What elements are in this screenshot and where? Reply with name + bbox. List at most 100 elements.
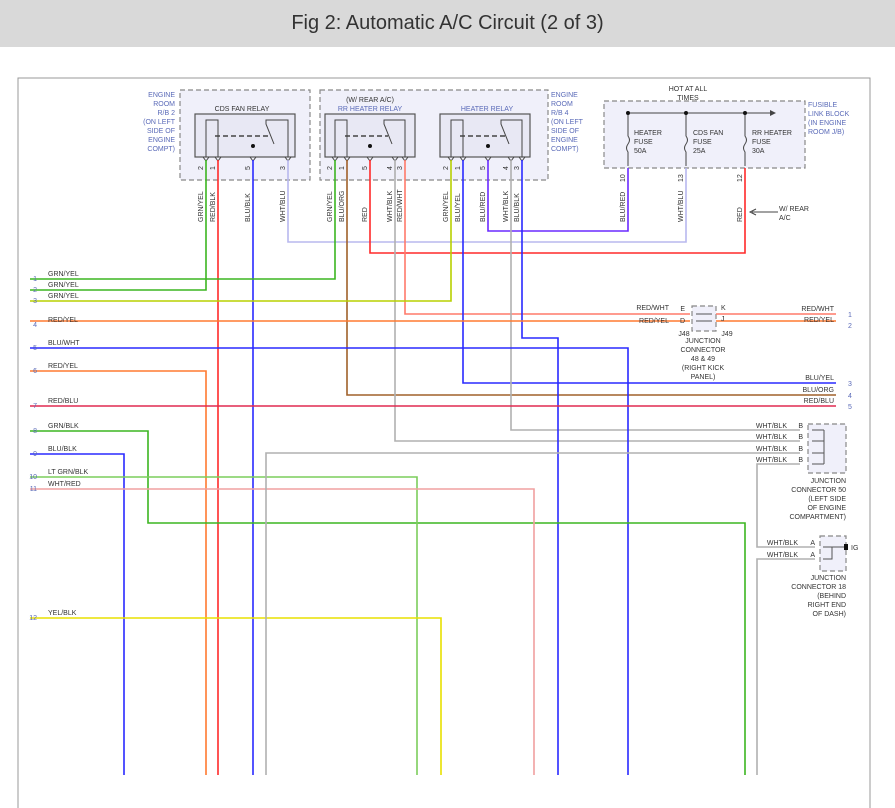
- wire-label: BLU/YEL: [455, 193, 462, 222]
- pin-letter: K: [721, 305, 726, 312]
- wire-label: RED: [362, 207, 369, 222]
- right-wire-number: 4: [848, 393, 852, 400]
- wire-yelgrn: [30, 160, 452, 302]
- wire-label: RED/WHT: [397, 189, 404, 222]
- pin-number: 5: [245, 166, 252, 170]
- fusible-link-block-label: LINK BLOCK: [808, 111, 850, 118]
- cds-fan-relay-title: CDS FAN RELAY: [215, 106, 270, 113]
- junction-dot: [626, 111, 630, 115]
- pin-number: 4: [503, 166, 510, 170]
- junction-connector-18: [819, 535, 847, 572]
- right-wire-label: BLU/ORG: [802, 387, 834, 394]
- cds-fan-relay-coil: [205, 119, 219, 157]
- pin-letter: B: [798, 446, 803, 453]
- jc50-label: COMPARTMENT): [789, 514, 846, 521]
- heater-relay-switch: [500, 119, 523, 157]
- pin-letter: A: [810, 552, 815, 559]
- junction-connector-50: [807, 423, 847, 474]
- fuse-label: FUSE: [752, 139, 771, 146]
- wire-label: WHT/BLK: [756, 446, 787, 453]
- heater-relay-location: SIDE OF: [551, 128, 579, 135]
- cds-fan-relay-contact: [251, 144, 255, 148]
- right-wire-number: 3: [848, 381, 852, 388]
- wire-blue: [462, 160, 836, 384]
- left-wire-label: GRN/BLK: [48, 423, 79, 430]
- left-wire-number: 5: [33, 345, 37, 352]
- rr-heater-relay-note: (W/ REAR A/C): [346, 97, 394, 104]
- wire-gray: [510, 160, 800, 431]
- left-wire-number: 3: [33, 298, 37, 305]
- pin-number: 2: [443, 166, 450, 170]
- right-wire-label: BLU/YEL: [805, 375, 834, 382]
- heater-relay-location: ROOM: [551, 101, 573, 108]
- wire-salmon: [404, 160, 690, 315]
- pin-number: 1: [339, 166, 346, 170]
- pin-number: 1: [455, 166, 462, 170]
- junction-dot: [684, 111, 688, 115]
- left-wire-label: GRN/YEL: [48, 293, 79, 300]
- arrow-icon: [748, 208, 778, 216]
- wire-lavender: [287, 160, 687, 243]
- fuse-icon: [626, 113, 630, 166]
- wire-yellow: [30, 617, 442, 775]
- wire-label: GRN/YEL: [443, 191, 450, 222]
- wire-label: WHT/BLK: [756, 457, 787, 464]
- fuse-label: CDS FAN: [693, 130, 723, 137]
- wire-label: WHT/BLK: [756, 423, 787, 430]
- diagram-frame: [17, 77, 871, 808]
- left-wire-number: 12: [29, 615, 37, 622]
- heater-relay-location: ENGINE: [551, 137, 578, 144]
- fuse-label: FUSE: [693, 139, 712, 146]
- fuse-icon: [684, 113, 688, 166]
- pin-letter: D: [680, 318, 685, 325]
- jc18-label: OF DASH): [813, 611, 846, 618]
- cds-fan-relay-location: (ON LEFT: [143, 119, 176, 126]
- pin-number: 5: [362, 166, 369, 170]
- junction-dot: [743, 111, 747, 115]
- heater-relay-location: ENGINE: [551, 92, 578, 99]
- fuse-label: RR HEATER: [752, 130, 792, 137]
- wire-label: RED: [737, 207, 744, 222]
- wire-label: RED/WHT: [636, 305, 669, 312]
- pin-letter: B: [798, 434, 803, 441]
- rr-heater-relay-coil: [334, 119, 348, 157]
- wire-brown: [346, 160, 836, 396]
- connector-id: J48: [678, 331, 689, 338]
- heater-relay-location: (ON LEFT: [551, 119, 584, 126]
- cds-fan-relay-switch: [265, 119, 289, 157]
- cds-fan-relay-location: R/B 2: [157, 110, 175, 117]
- wire-label: WHT/BLK: [767, 540, 798, 547]
- left-wire-number: 7: [33, 403, 37, 410]
- wire-label: BLU/BLK: [245, 193, 252, 222]
- heater-relay-location: R/B 4: [551, 110, 569, 117]
- wire-gray: [265, 452, 800, 775]
- heater-relay-coil: [450, 119, 464, 157]
- right-wire-number: 5: [848, 404, 852, 411]
- left-wire-number: 9: [33, 451, 37, 458]
- left-wire-number: 1: [33, 276, 37, 283]
- wire-label: BLU/RED: [620, 192, 627, 222]
- right-wire-number: 1: [848, 312, 852, 319]
- jc50-label: OF ENGINE: [807, 505, 846, 512]
- pin-number: 3: [397, 166, 404, 170]
- wire-label: BLU/RED: [480, 192, 487, 222]
- jc48-49-label: CONNECTOR: [681, 347, 726, 354]
- left-wire-label: BLU/BLK: [48, 446, 77, 453]
- wire-label: BLU/BLK: [514, 193, 521, 222]
- fuse-icon: [743, 113, 747, 166]
- wire-label: WHT/BLK: [756, 434, 787, 441]
- jc50-label: JUNCTION: [811, 478, 846, 485]
- jc50-label: (LEFT SIDE: [808, 496, 846, 503]
- fuse-pin-number: 12: [737, 174, 744, 182]
- junction-connector-48-49: [691, 305, 717, 332]
- connector-id: J49: [721, 331, 732, 338]
- left-wire-number: 2: [33, 287, 37, 294]
- fuse-pin-number: 10: [620, 174, 627, 182]
- left-wire-label: GRN/YEL: [48, 271, 79, 278]
- wire-label: GRN/YEL: [327, 191, 334, 222]
- jc50-bus: [812, 429, 825, 465]
- wire-orange: [30, 370, 207, 775]
- right-wire-label: RED/YEL: [804, 317, 834, 324]
- fuse-pin-number: 13: [678, 174, 685, 182]
- heater-relay-contact: [486, 144, 490, 148]
